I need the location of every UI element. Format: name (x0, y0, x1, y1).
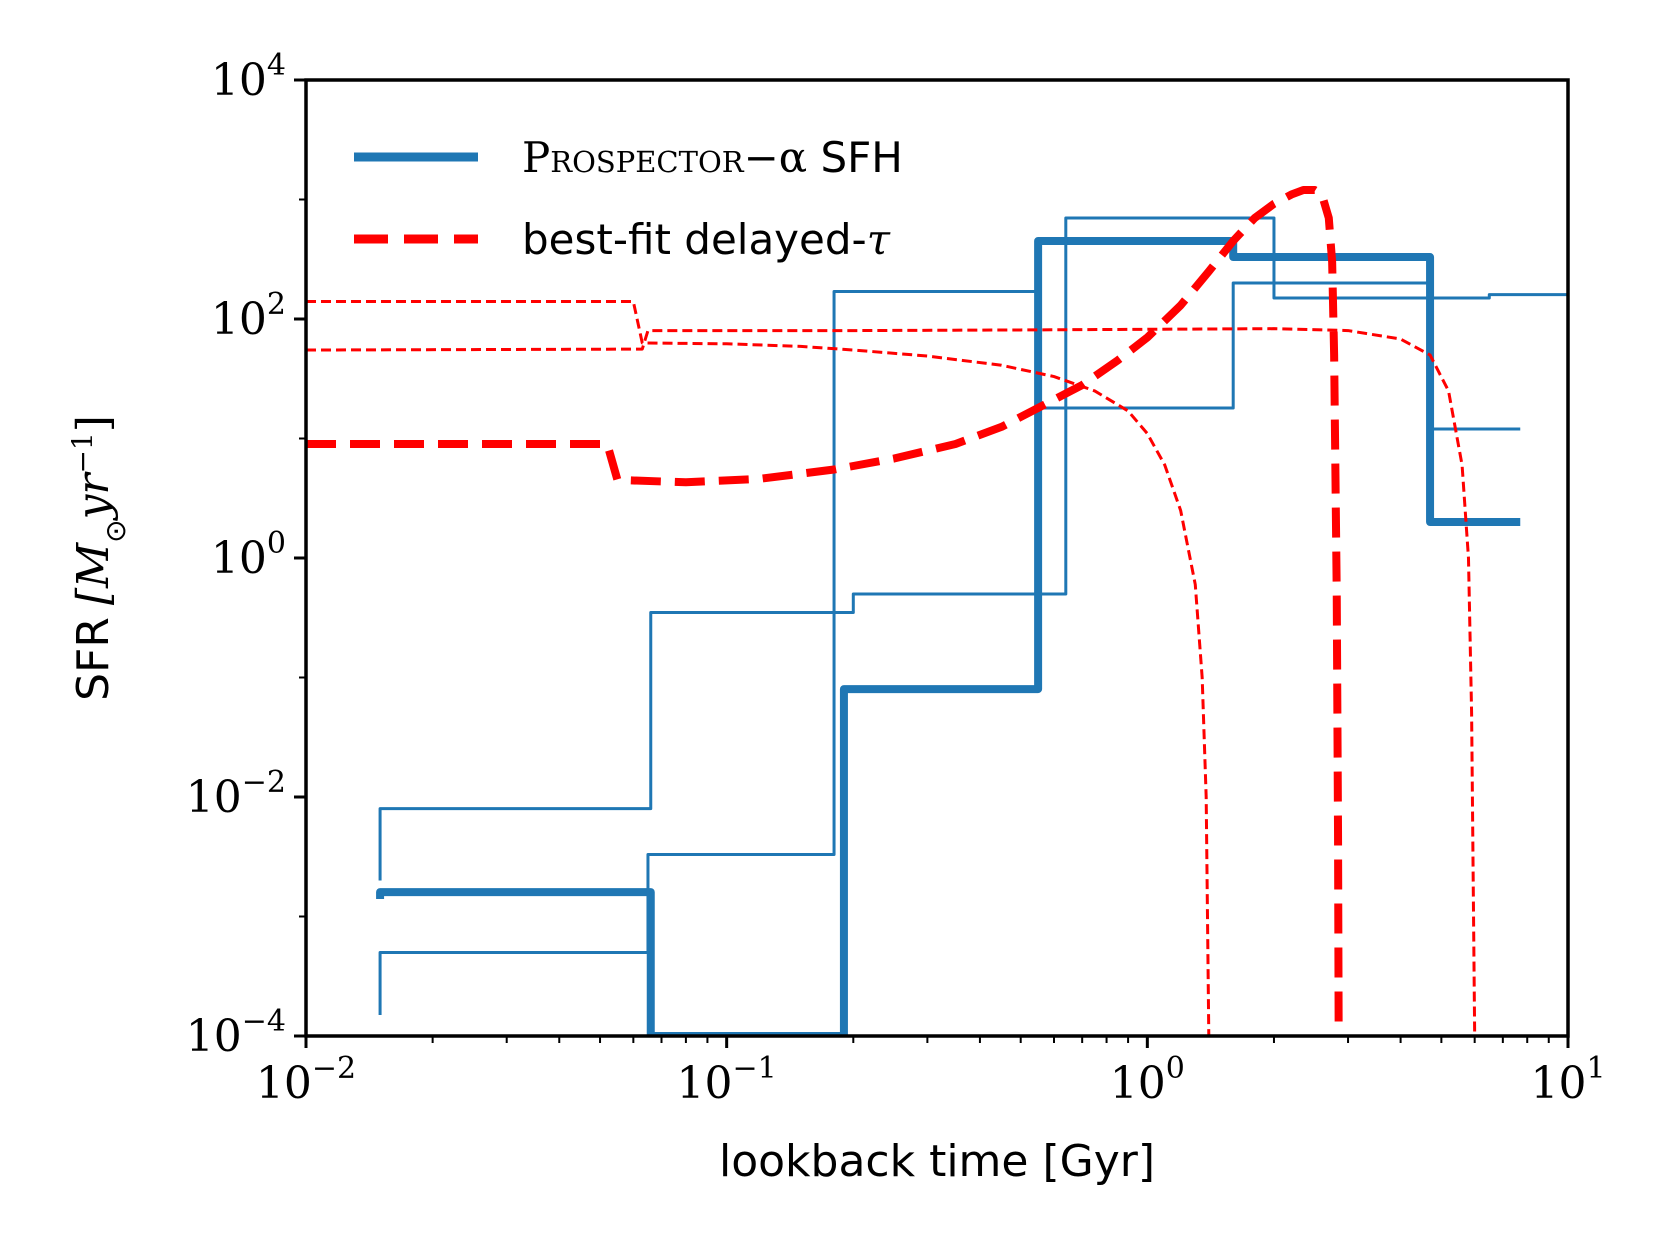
y-tick-label: 10−2 (186, 765, 286, 823)
series-prospector-median (376, 236, 1521, 1036)
plot-background (306, 80, 1568, 1036)
x-tick-exp: 1 (1586, 1051, 1605, 1086)
legend-label-prospector: Prospector−α SFH (522, 133, 903, 182)
y-tick-label: 10−4 (186, 1004, 286, 1062)
series-layer (306, 186, 1568, 1036)
legend-label-delayed-tau: best-fit delayed-τ (522, 215, 891, 264)
y-axis-label-yr: yr (68, 471, 119, 522)
legend-label-prospector-name: Prospector (522, 133, 745, 182)
legend-label-tau: τ (867, 215, 891, 264)
x-tick-base: 10 (1110, 1058, 1166, 1109)
x-tick-label: 10−1 (677, 1051, 777, 1109)
x-tick-label: 100 (1110, 1051, 1185, 1109)
y-axis-label-close: ] (68, 415, 119, 432)
series-prospector-upper (378, 216, 1568, 881)
x-axis-label: lookback time [Gyr] (719, 1136, 1155, 1187)
y-tick-exp: 0 (267, 526, 286, 561)
series-delayed-tau-lower (306, 327, 1477, 1036)
y-tick-base: 10 (186, 1011, 242, 1062)
y-axis-label-exp: −1 (66, 432, 99, 473)
x-tick-base: 10 (1530, 1058, 1586, 1109)
y-tick-exp: −4 (242, 1004, 286, 1039)
major-ticks (294, 78, 1570, 1048)
y-tick-label: 100 (211, 526, 286, 584)
y-axis-label: SFR [M⊙yr−1] (66, 415, 132, 701)
x-tick-label: 101 (1530, 1051, 1605, 1109)
x-tick-base: 10 (677, 1058, 733, 1109)
y-tick-exp: −2 (242, 765, 286, 800)
y-tick-base: 10 (211, 533, 267, 584)
y-tick-label: 104 (211, 48, 286, 106)
y-axis-label-sun: ⊙ (99, 519, 132, 542)
y-tick-base: 10 (186, 772, 242, 823)
series-delayed-tau-best (306, 186, 1343, 1036)
y-tick-base: 10 (211, 294, 267, 345)
x-tick-exp: −2 (312, 1051, 356, 1086)
series-delayed-tau-upper (306, 300, 1211, 1036)
y-tick-label: 102 (211, 287, 286, 345)
y-tick-base: 10 (211, 55, 267, 106)
x-tick-label: 10−2 (256, 1051, 356, 1109)
legend-label-delayed-tau-text: best-fit delayed- (522, 215, 867, 264)
legend-label-prospector-alpha: −α (744, 133, 808, 182)
y-axis-label-main: SFR (68, 617, 119, 701)
y-tick-exp: 2 (267, 287, 286, 322)
series-prospector-lower (378, 281, 1521, 1015)
plot-frame (304, 78, 1570, 1038)
legend: Prospector−α SFH best-fit delayed-τ (354, 133, 903, 264)
y-tick-exp: 4 (267, 48, 286, 83)
y-axis-label-unit: [M (68, 542, 119, 605)
x-tick-base: 10 (256, 1058, 312, 1109)
x-tick-exp: 0 (1166, 1051, 1185, 1086)
legend-label-prospector-sfh: SFH (807, 133, 903, 182)
x-tick-exp: −1 (733, 1051, 777, 1086)
